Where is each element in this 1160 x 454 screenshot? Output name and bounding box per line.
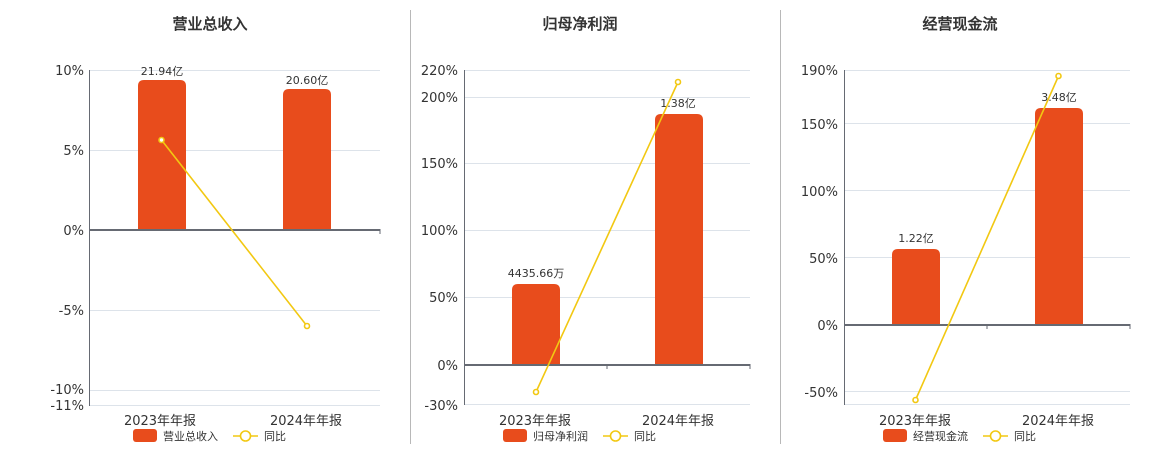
- chart-title: 营业总收入: [172, 15, 247, 33]
- y-tick: 150%: [421, 157, 458, 172]
- legend: 营业总收入 同比: [133, 429, 286, 443]
- net-profit-chart: 归母净利润 220% 200% 150% 100% 50% 0% -30% 44…: [421, 15, 751, 443]
- y-axis-ticks: 10% 5% 0% -5% -10% -11%: [50, 64, 84, 414]
- y-tick: 220%: [421, 64, 458, 79]
- operating-cash-flow-chart: 经营现金流 190% 150% 100% 50% 0% -50% 1.22亿 3…: [801, 15, 1131, 443]
- y-tick: 0%: [437, 359, 458, 374]
- legend-bar-swatch[interactable]: [133, 429, 157, 442]
- legend-bar-label[interactable]: 经营现金流: [913, 429, 968, 443]
- y-tick: -30%: [424, 399, 458, 414]
- y-tick: 10%: [55, 64, 84, 79]
- bar-2023[interactable]: [512, 284, 560, 365]
- y-tick: 100%: [801, 185, 838, 200]
- y-tick: 0%: [817, 319, 838, 334]
- y-tick: -5%: [59, 304, 84, 319]
- bar-2024[interactable]: [283, 89, 331, 230]
- chart-panel-net-profit: 归母净利润 220% 200% 150% 100% 50% 0% -30% 44…: [400, 0, 780, 450]
- y-tick: 190%: [801, 64, 838, 79]
- bar-2023[interactable]: [138, 80, 186, 230]
- legend-bar-swatch[interactable]: [503, 429, 527, 442]
- bar-value-label: 20.60亿: [286, 74, 329, 87]
- legend-bar-label[interactable]: 归母净利润: [533, 429, 588, 443]
- line-point-2024[interactable]: [1055, 72, 1062, 80]
- x-tick: 2023年年报: [499, 414, 571, 429]
- grid-lines: [90, 70, 380, 406]
- y-tick: -50%: [804, 386, 838, 401]
- x-tick: 2023年年报: [124, 414, 196, 429]
- y-tick: 50%: [429, 291, 458, 306]
- bar-2023[interactable]: [892, 249, 940, 325]
- bars: [892, 108, 1083, 325]
- x-tick: 2024年年报: [1022, 414, 1094, 429]
- y-tick: -10%: [50, 383, 84, 398]
- line-point-2023[interactable]: [912, 396, 919, 404]
- legend-line-label[interactable]: 同比: [264, 430, 286, 443]
- x-tick: 2023年年报: [879, 414, 951, 429]
- bar-2024[interactable]: [655, 114, 703, 365]
- legend-bar-swatch[interactable]: [883, 429, 907, 442]
- x-tick: 2024年年报: [642, 414, 714, 429]
- legend-line-label[interactable]: 同比: [1014, 430, 1036, 443]
- y-tick: 50%: [809, 252, 838, 267]
- bars: [512, 114, 703, 365]
- chart-panel-revenue: 营业总收入 10% 5% 0% -5% -10% -11% 21.94亿 20.…: [0, 0, 400, 450]
- panel-divider: [410, 10, 411, 444]
- revenue-chart: 营业总收入 10% 5% 0% -5% -10% -11% 21.94亿 20.…: [50, 15, 381, 443]
- line-point-2024[interactable]: [674, 78, 682, 86]
- panel-divider: [780, 10, 781, 444]
- chart-panel-operating-cash-flow: 经营现金流 190% 150% 100% 50% 0% -50% 1.22亿 3…: [780, 0, 1160, 450]
- legend-line-swatch[interactable]: [609, 430, 622, 442]
- line-point-2023[interactable]: [158, 136, 165, 144]
- x-tick: 2024年年报: [270, 414, 342, 429]
- yoy-line: [912, 72, 1062, 404]
- legend-line-swatch[interactable]: [989, 430, 1002, 442]
- y-tick: 100%: [421, 224, 458, 239]
- legend-line-label[interactable]: 同比: [634, 430, 656, 443]
- line-point-2023[interactable]: [532, 388, 540, 396]
- legend-line-swatch[interactable]: [239, 430, 252, 442]
- legend: 归母净利润 同比: [503, 429, 656, 443]
- y-tick: 0%: [63, 224, 84, 239]
- legend: 经营现金流 同比: [883, 429, 1036, 443]
- y-tick: 200%: [421, 91, 458, 106]
- y-axis-ticks: 220% 200% 150% 100% 50% 0% -30%: [421, 64, 458, 414]
- legend-bar-label[interactable]: 营业总收入: [163, 429, 218, 443]
- chart-title: 归母净利润: [542, 15, 617, 33]
- line-point-2024[interactable]: [303, 322, 311, 330]
- bar-value-label: 1.22亿: [898, 232, 934, 245]
- bar-value-label: 21.94亿: [141, 65, 184, 78]
- bar-value-label: 4435.66万: [508, 267, 565, 280]
- yoy-line: [532, 78, 682, 396]
- y-tick: -11%: [50, 399, 84, 414]
- chart-title: 经营现金流: [922, 15, 997, 33]
- bar-2024[interactable]: [1035, 108, 1083, 325]
- yoy-line: [158, 136, 311, 330]
- bars: [138, 80, 331, 230]
- y-tick: 5%: [63, 144, 84, 159]
- y-tick: 150%: [801, 118, 838, 133]
- y-axis-ticks: 190% 150% 100% 50% 0% -50%: [801, 64, 838, 401]
